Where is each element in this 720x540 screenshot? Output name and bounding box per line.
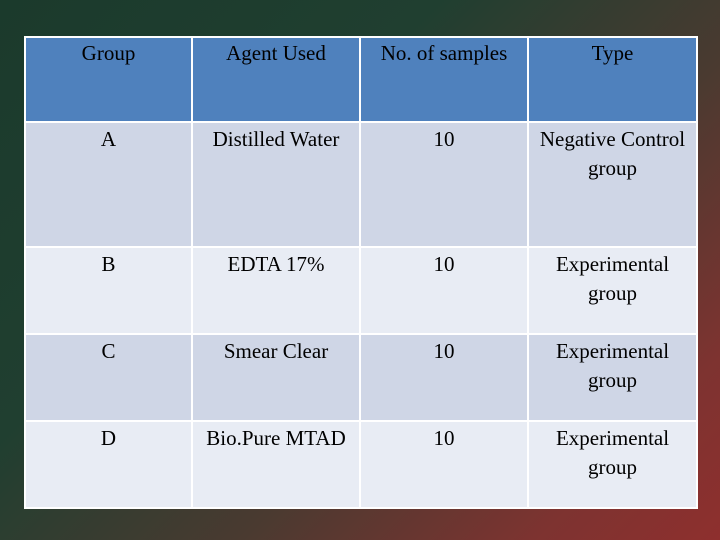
header-row: Group Agent Used No. of samples Type xyxy=(24,36,698,123)
cell-type: Experimental group xyxy=(527,420,698,509)
cell-no-of-samples: 10 xyxy=(359,420,529,509)
cell-type: Experimental group xyxy=(527,246,698,335)
cell-no-of-samples: 10 xyxy=(359,246,529,335)
header-agent-used: Agent Used xyxy=(191,36,361,123)
cell-type: Experimental group xyxy=(527,333,698,422)
cell-type: Negative Control group xyxy=(527,121,698,248)
cell-group: C xyxy=(24,333,193,422)
table-row: B EDTA 17% 10 Experimental group xyxy=(24,246,698,335)
header-type: Type xyxy=(527,36,698,123)
cell-no-of-samples: 10 xyxy=(359,121,529,248)
cell-agent-used: EDTA 17% xyxy=(191,246,361,335)
cell-agent-used: Bio.Pure MTAD xyxy=(191,420,361,509)
cell-group: A xyxy=(24,121,193,248)
table-row: C Smear Clear 10 Experimental group xyxy=(24,333,698,422)
cell-no-of-samples: 10 xyxy=(359,333,529,422)
table-row: D Bio.Pure MTAD 10 Experimental group xyxy=(24,420,698,509)
cell-group: B xyxy=(24,246,193,335)
samples-table: Group Agent Used No. of samples Type A D… xyxy=(24,36,698,509)
cell-group: D xyxy=(24,420,193,509)
cell-agent-used: Distilled Water xyxy=(191,121,361,248)
cell-agent-used: Smear Clear xyxy=(191,333,361,422)
table-row: A Distilled Water 10 Negative Control gr… xyxy=(24,121,698,248)
header-group: Group xyxy=(24,36,193,123)
header-no-of-samples: No. of samples xyxy=(359,36,529,123)
